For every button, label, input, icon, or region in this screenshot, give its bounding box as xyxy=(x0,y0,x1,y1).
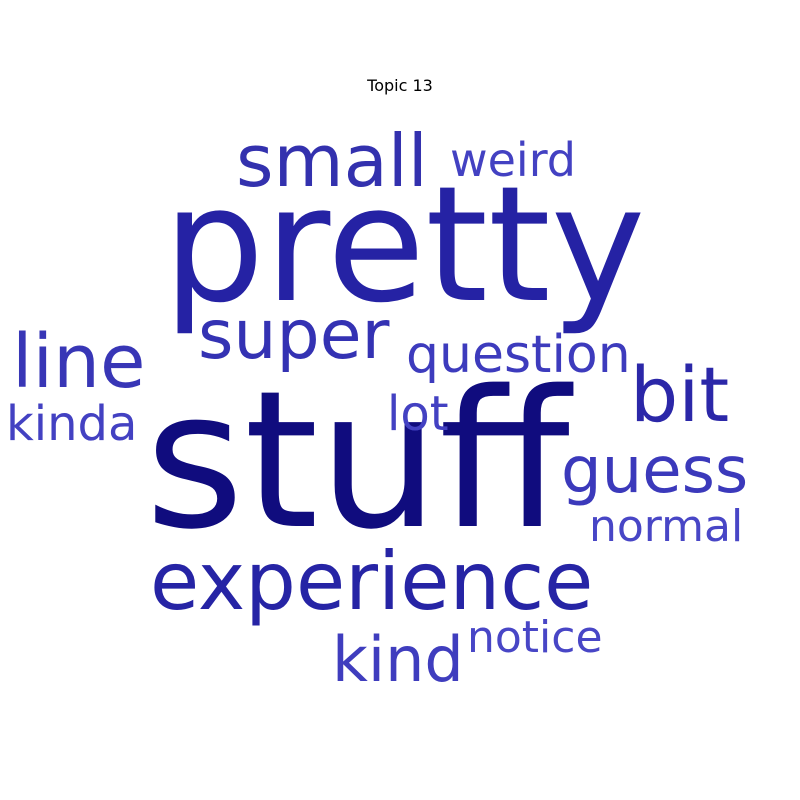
word-normal: normal xyxy=(589,501,744,552)
word-experience: experience xyxy=(150,535,594,628)
word-weird: weird xyxy=(450,133,577,187)
topic-title: Topic 13 xyxy=(367,76,433,95)
word-lot: lot xyxy=(387,386,449,442)
word-notice: notice xyxy=(467,612,603,663)
word-bit: bit xyxy=(630,350,730,439)
word-stuff: stuff xyxy=(145,350,570,571)
word-line: line xyxy=(12,319,146,405)
word-guess: guess xyxy=(561,434,749,508)
word-pretty: pretty xyxy=(163,151,646,338)
word-small: small xyxy=(236,119,428,203)
word-kinda: kinda xyxy=(6,396,138,452)
word-super: super xyxy=(198,296,390,375)
word-question: question xyxy=(406,325,631,385)
word-kind: kind xyxy=(332,623,464,696)
